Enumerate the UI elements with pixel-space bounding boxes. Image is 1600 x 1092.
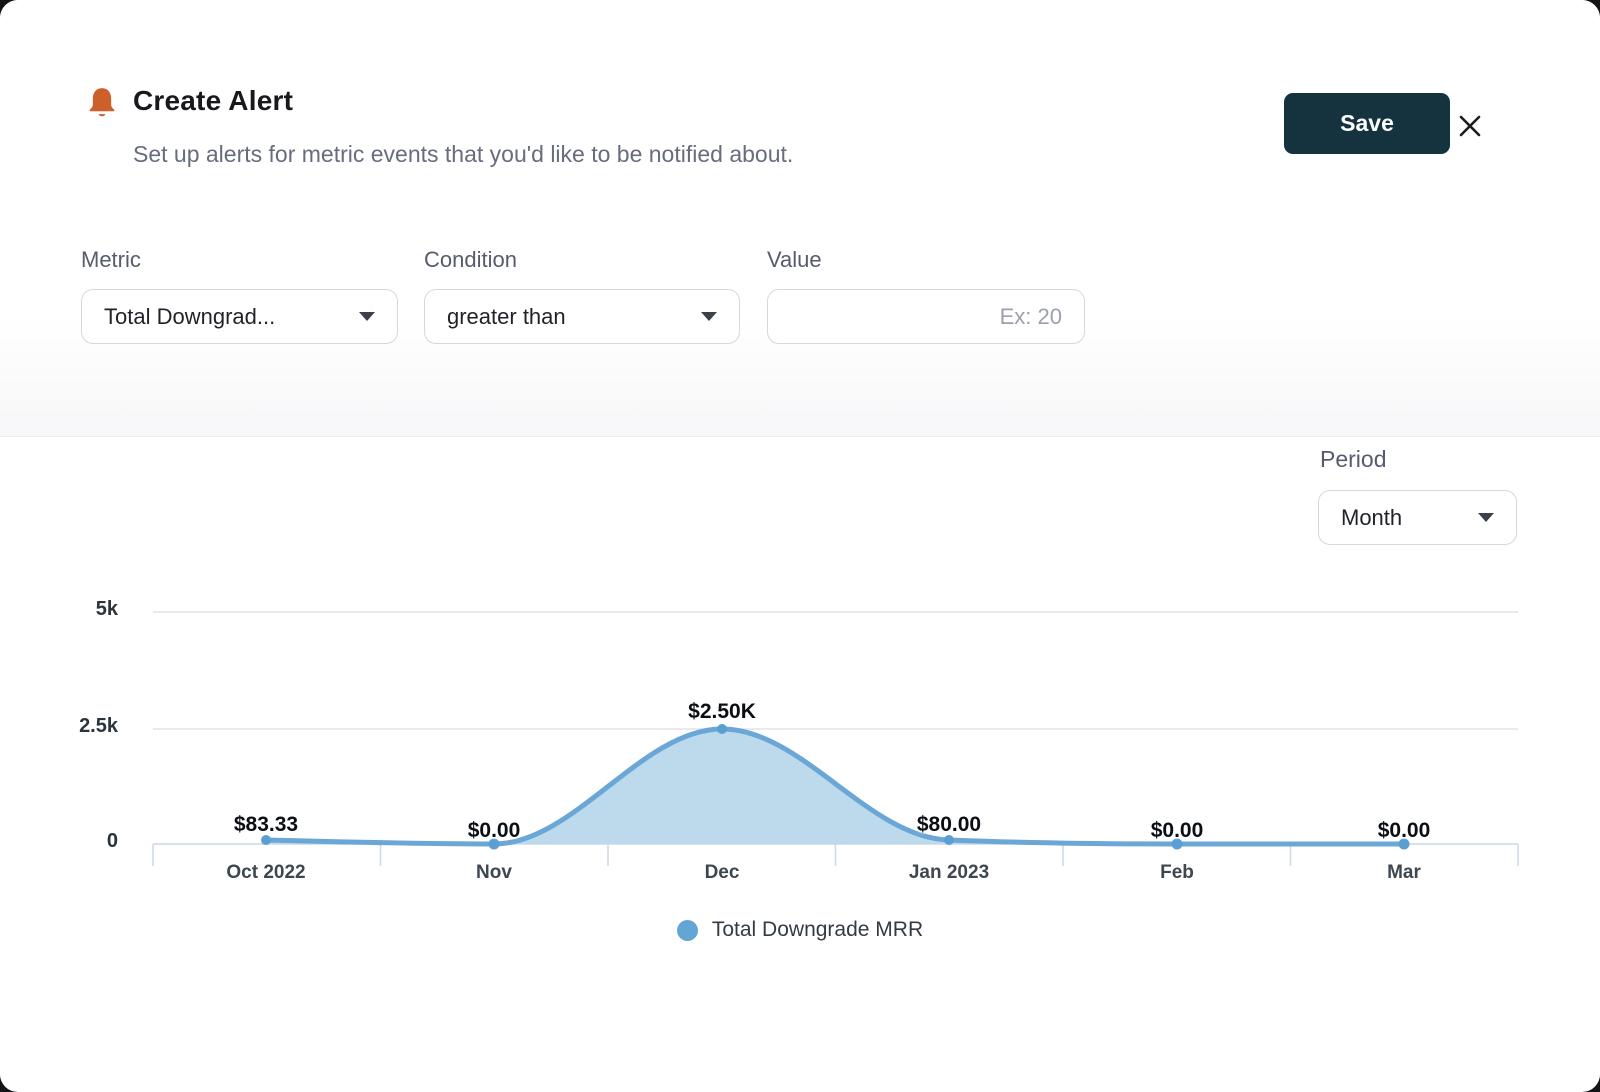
close-button[interactable] xyxy=(1452,108,1488,144)
period-select[interactable]: Month xyxy=(1318,490,1517,545)
bell-body xyxy=(89,88,115,112)
condition-field-group: Condition greater than xyxy=(424,247,740,344)
x-axis-label-jan: Jan 2023 xyxy=(908,862,990,883)
metric-selected-value: Total Downgrad... xyxy=(104,303,276,329)
x-axis-label-dec: Dec xyxy=(704,862,740,883)
point-label-oct: $83.33 xyxy=(233,813,299,836)
close-icon xyxy=(1459,115,1481,137)
legend-dot-icon xyxy=(676,919,698,941)
period-selected-value: Month xyxy=(1341,504,1403,530)
condition-label: Condition xyxy=(424,247,517,272)
point-label-nov: $0.00 xyxy=(467,819,521,842)
metric-field-group: Metric Total Downgrad... xyxy=(81,247,398,344)
value-field-group: Value xyxy=(767,247,1085,344)
legend-series-name: Total Downgrade MRR xyxy=(711,918,924,941)
value-input[interactable] xyxy=(767,289,1085,344)
chevron-down-icon xyxy=(359,312,375,321)
bell-clapper xyxy=(98,114,106,117)
period-label: Period xyxy=(1320,446,1387,472)
condition-selected-value: greater than xyxy=(447,303,566,329)
value-label: Value xyxy=(767,247,822,272)
save-button[interactable]: Save xyxy=(1284,93,1450,154)
x-axis-label-nov: Nov xyxy=(476,862,512,883)
chart-section: Period Month 5k 2.5k 0 xyxy=(0,437,1600,1091)
area-chart xyxy=(152,611,1519,866)
point-label-mar: $0.00 xyxy=(1377,819,1431,842)
point-label-jan: $80.00 xyxy=(916,813,982,836)
x-axis-label-feb: Feb xyxy=(1160,862,1194,883)
page-subtitle: Set up alerts for metric events that you… xyxy=(133,141,794,167)
point-label-dec: $2.50K xyxy=(688,700,756,723)
y-axis-tick-0: 0 xyxy=(106,830,118,852)
y-axis-tick-2-5k: 2.5k xyxy=(79,715,118,737)
x-axis xyxy=(152,843,1519,866)
page-title: Create Alert xyxy=(133,85,294,116)
x-axis-label-oct: Oct 2022 xyxy=(226,862,306,883)
modal-header-section: Create Alert Set up alerts for metric ev… xyxy=(0,0,1600,437)
data-point-markers xyxy=(261,724,1410,850)
condition-select[interactable]: greater than xyxy=(424,289,740,344)
chevron-down-icon xyxy=(701,312,717,321)
chevron-down-icon xyxy=(1478,513,1494,522)
metric-label: Metric xyxy=(81,247,141,272)
series-area xyxy=(266,729,1404,844)
gridlines xyxy=(153,611,1518,730)
alert-bell-icon xyxy=(84,85,120,121)
x-axis-label-mar: Mar xyxy=(1387,862,1421,883)
metric-select[interactable]: Total Downgrad... xyxy=(81,289,398,344)
y-axis-tick-5k: 5k xyxy=(95,598,118,620)
chart-legend: Total Downgrade MRR xyxy=(0,915,1600,945)
point-label-feb: $0.00 xyxy=(1150,819,1204,842)
